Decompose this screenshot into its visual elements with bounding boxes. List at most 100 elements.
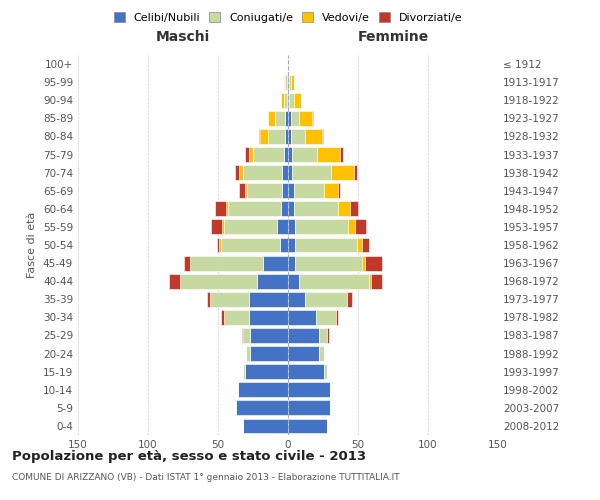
Bar bbox=[275, 111, 285, 126]
Bar bbox=[288, 238, 295, 252]
Bar bbox=[331, 165, 354, 180]
Bar bbox=[245, 147, 249, 162]
Bar bbox=[293, 184, 325, 198]
Bar bbox=[235, 165, 239, 180]
Bar bbox=[371, 274, 382, 288]
Bar bbox=[239, 184, 245, 198]
Bar bbox=[236, 400, 288, 415]
Bar bbox=[243, 165, 283, 180]
Bar bbox=[285, 74, 287, 90]
Bar bbox=[259, 129, 260, 144]
Bar bbox=[288, 147, 292, 162]
Bar bbox=[247, 184, 283, 198]
Bar bbox=[288, 256, 295, 270]
Bar bbox=[281, 93, 284, 108]
Bar bbox=[226, 202, 228, 216]
Bar bbox=[169, 274, 180, 288]
Bar bbox=[184, 256, 190, 270]
Bar bbox=[260, 129, 268, 144]
Bar bbox=[220, 238, 221, 252]
Bar bbox=[289, 93, 293, 108]
Bar bbox=[288, 129, 291, 144]
Bar bbox=[291, 74, 293, 90]
Bar bbox=[305, 292, 347, 306]
Bar bbox=[338, 202, 350, 216]
Bar bbox=[277, 220, 288, 234]
Bar bbox=[217, 238, 220, 252]
Bar bbox=[284, 147, 288, 162]
Bar bbox=[224, 310, 249, 325]
Bar bbox=[285, 111, 288, 126]
Bar bbox=[350, 202, 358, 216]
Bar bbox=[317, 147, 340, 162]
Bar bbox=[365, 256, 382, 270]
Bar bbox=[325, 364, 327, 379]
Bar bbox=[293, 93, 301, 108]
Bar bbox=[369, 274, 371, 288]
Bar bbox=[288, 310, 316, 325]
Bar bbox=[355, 220, 367, 234]
Bar bbox=[284, 93, 287, 108]
Bar bbox=[285, 129, 288, 144]
Bar bbox=[222, 220, 224, 234]
Bar bbox=[249, 310, 288, 325]
Bar bbox=[288, 418, 327, 434]
Bar bbox=[295, 238, 356, 252]
Bar bbox=[283, 184, 288, 198]
Bar bbox=[316, 310, 335, 325]
Bar bbox=[250, 328, 288, 343]
Bar bbox=[293, 202, 338, 216]
Bar bbox=[288, 202, 293, 216]
Bar bbox=[292, 165, 331, 180]
Bar bbox=[249, 292, 288, 306]
Bar bbox=[221, 310, 224, 325]
Bar bbox=[224, 220, 277, 234]
Bar bbox=[287, 93, 288, 108]
Bar bbox=[348, 220, 355, 234]
Bar bbox=[288, 364, 325, 379]
Bar bbox=[288, 274, 299, 288]
Bar bbox=[291, 111, 299, 126]
Bar bbox=[253, 147, 284, 162]
Bar bbox=[325, 184, 338, 198]
Bar bbox=[239, 165, 243, 180]
Bar bbox=[207, 292, 209, 306]
Bar bbox=[338, 184, 340, 198]
Bar bbox=[190, 256, 263, 270]
Bar bbox=[246, 346, 250, 361]
Bar bbox=[180, 274, 257, 288]
Bar bbox=[243, 364, 245, 379]
Bar bbox=[295, 256, 362, 270]
Bar bbox=[209, 292, 249, 306]
Bar bbox=[322, 129, 323, 144]
Bar bbox=[249, 147, 253, 162]
Bar bbox=[268, 111, 275, 126]
Text: Femmine: Femmine bbox=[358, 30, 428, 44]
Bar bbox=[257, 274, 288, 288]
Bar bbox=[288, 328, 319, 343]
Bar bbox=[299, 274, 369, 288]
Text: Maschi: Maschi bbox=[156, 30, 210, 44]
Bar bbox=[335, 310, 338, 325]
Bar bbox=[288, 184, 293, 198]
Bar bbox=[291, 129, 305, 144]
Y-axis label: Fasce di età: Fasce di età bbox=[28, 212, 37, 278]
Text: Popolazione per età, sesso e stato civile - 2013: Popolazione per età, sesso e stato civil… bbox=[12, 450, 366, 463]
Bar bbox=[287, 74, 288, 90]
Text: COMUNE DI ARIZZANO (VB) - Dati ISTAT 1° gennaio 2013 - Elaborazione TUTTITALIA.I: COMUNE DI ARIZZANO (VB) - Dati ISTAT 1° … bbox=[12, 472, 400, 482]
Bar bbox=[215, 202, 226, 216]
Bar bbox=[292, 147, 317, 162]
Bar bbox=[245, 184, 247, 198]
Bar bbox=[305, 129, 322, 144]
Bar bbox=[288, 93, 289, 108]
Bar bbox=[288, 400, 330, 415]
Bar bbox=[284, 74, 285, 90]
Bar bbox=[288, 220, 295, 234]
Bar bbox=[319, 346, 325, 361]
Bar bbox=[288, 382, 330, 397]
Bar bbox=[362, 238, 369, 252]
Bar bbox=[238, 382, 288, 397]
Bar bbox=[243, 418, 288, 434]
Bar bbox=[299, 111, 312, 126]
Bar bbox=[295, 220, 348, 234]
